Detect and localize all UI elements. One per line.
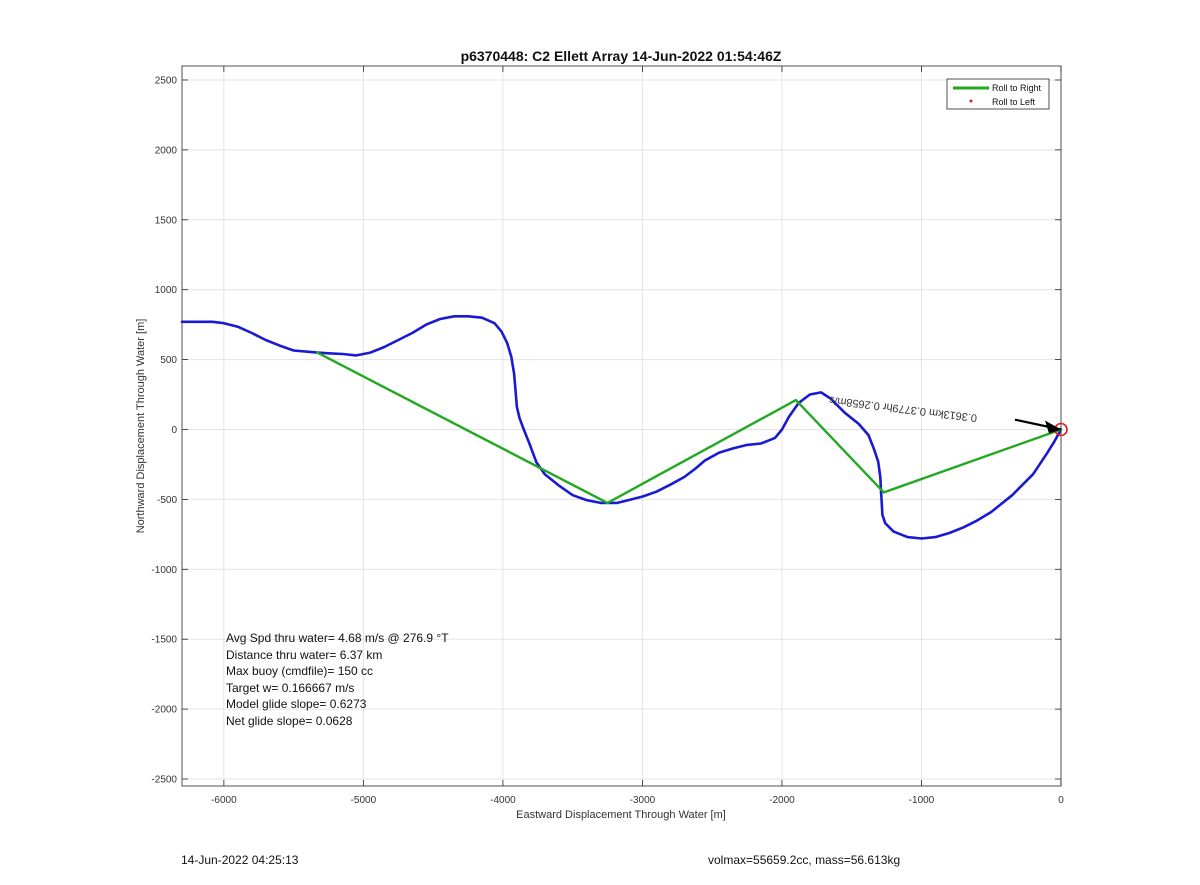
footer-timestamp: 14-Jun-2022 04:25:13 — [181, 853, 299, 867]
drift-annotation: 0.3613km 0.3779hr 0.2658m/s — [828, 394, 978, 424]
stat-max-buoy: Max buoy (cmdfile)= 150 cc — [226, 664, 374, 678]
y-tick-label: -2000 — [151, 705, 177, 716]
legend: Roll to Right Roll to Left — [946, 78, 1050, 110]
annotations: 0.3613km 0.3779hr 0.2658m/s — [828, 394, 978, 424]
x-tick-label: -5000 — [351, 795, 377, 806]
drift-arrow-head — [1045, 420, 1061, 434]
y-tick-label: -2500 — [151, 775, 177, 786]
roll-to-right-line — [316, 351, 1063, 505]
stat-target-w: Target w= 0.166667 m/s — [226, 680, 355, 695]
axis-ticks: -6000 -5000 -4000 -3000 -2000 -1000 0-2500-200… — [151, 66, 1064, 806]
x-tick-label: -2000 — [769, 795, 795, 806]
legend-label-roll-left: Roll to Left — [992, 97, 1036, 107]
y-tick-label: 2500 — [155, 75, 178, 86]
legend-box — [946, 78, 1050, 110]
y-tick-label: -500 — [157, 495, 177, 506]
plot-area — [181, 65, 1062, 787]
y-tick-label: 2000 — [155, 145, 178, 156]
x-axis-label: Eastward Displacement Through Water [m] — [516, 809, 726, 821]
y-axis-label: Northward Displacement Through Water [m] — [135, 319, 147, 534]
stat-net-glide: Net glide slope= 0.0628 — [226, 713, 353, 728]
y-tick-label: 1000 — [155, 285, 178, 296]
stat-model-glide: Model glide slope= 0.6273 — [226, 697, 367, 711]
drift-annotation-text: 0.3613km 0.3779hr 0.2658m/s — [828, 394, 978, 424]
y-tick-label: -1000 — [151, 565, 177, 576]
x-tick-label: -1000 — [909, 795, 935, 806]
stat-distance: Distance thru water= 6.37 km — [226, 647, 383, 662]
y-tick-label: 500 — [160, 355, 177, 366]
glider-track-line — [180, 314, 1063, 540]
chart-title: p6370448: C2 Ellett Array 14-Jun-2022 01… — [461, 48, 782, 64]
legend-label-roll-right: Roll to Right — [992, 83, 1042, 93]
series-layer — [180, 314, 1068, 540]
legend-marker-roll-left — [969, 99, 973, 103]
y-tick-label: 0 — [171, 425, 177, 436]
stats-panel: Avg Spd thru water= 4.68 m/s @ 276.9 °T … — [226, 630, 449, 729]
stat-avg-speed: Avg Spd thru water= 4.68 m/s @ 276.9 °T — [226, 631, 449, 645]
x-tick-label: -6000 — [211, 795, 237, 806]
x-tick-label: -3000 — [630, 795, 656, 806]
grid — [182, 66, 1062, 786]
y-tick-label: -1500 — [151, 635, 177, 646]
x-tick-label: 0 — [1058, 795, 1064, 806]
y-tick-label: 1500 — [155, 215, 178, 226]
x-tick-label: -4000 — [490, 795, 516, 806]
footer-mass-info: volmax=55659.2cc, mass=56.613kg — [708, 853, 901, 867]
